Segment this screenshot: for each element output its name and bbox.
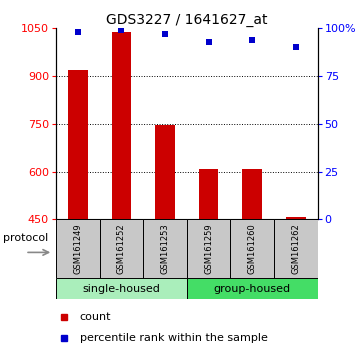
Text: GSM161252: GSM161252 [117,223,126,274]
Point [249,37,255,42]
Text: group-housed: group-housed [214,284,291,293]
Text: GSM161253: GSM161253 [161,223,170,274]
FancyBboxPatch shape [100,219,143,278]
Point [293,45,299,50]
Point [162,31,168,37]
FancyBboxPatch shape [56,278,187,299]
Bar [155,126,175,219]
Bar [286,217,306,219]
Point [118,27,124,33]
Point [75,29,81,35]
Bar [243,169,262,219]
FancyBboxPatch shape [56,219,100,278]
Text: GSM161259: GSM161259 [204,223,213,274]
FancyBboxPatch shape [274,219,318,278]
Point [206,39,212,45]
Text: GSM161262: GSM161262 [291,223,300,274]
Text: count: count [79,312,111,322]
Title: GDS3227 / 1641627_at: GDS3227 / 1641627_at [106,13,268,27]
FancyBboxPatch shape [187,278,318,299]
FancyBboxPatch shape [143,219,187,278]
Text: percentile rank within the sample: percentile rank within the sample [79,332,268,343]
FancyBboxPatch shape [187,219,230,278]
Bar [112,32,131,219]
Text: protocol: protocol [3,233,48,243]
Bar [68,70,88,219]
FancyBboxPatch shape [230,219,274,278]
Bar [199,169,218,219]
Text: GSM161260: GSM161260 [248,223,257,274]
Text: GSM161249: GSM161249 [73,223,82,274]
Text: single-housed: single-housed [82,284,160,293]
